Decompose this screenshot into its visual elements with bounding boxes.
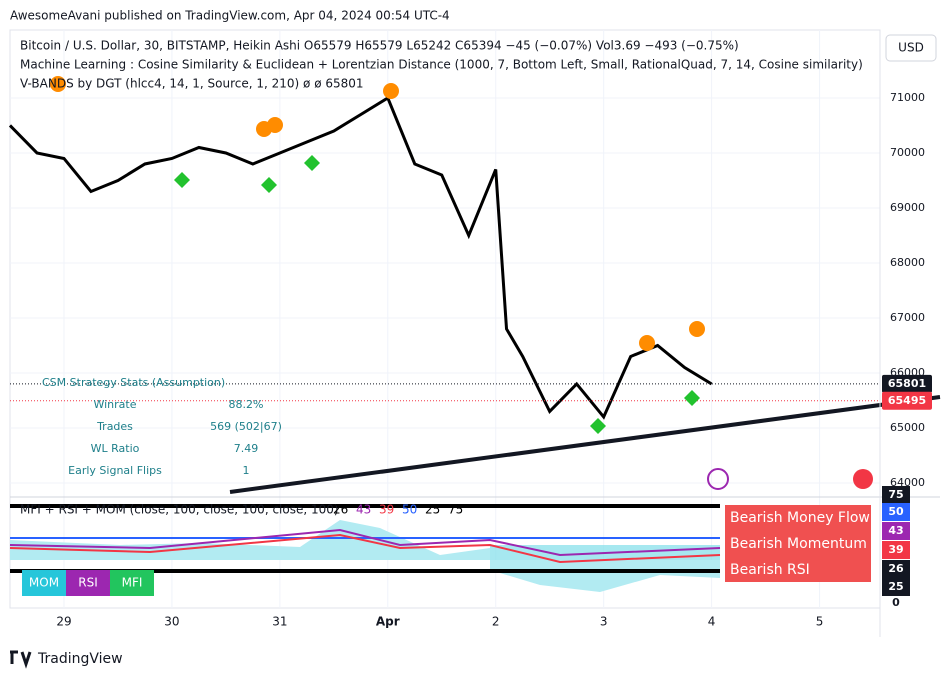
- sell-signal: [639, 335, 655, 351]
- mfi-line: [9, 533, 721, 564]
- stats-label: WL Ratio: [91, 442, 140, 455]
- stats-value: 7.49: [234, 442, 259, 455]
- rsi-line: [9, 528, 721, 557]
- time-tick-label: Apr: [376, 615, 400, 629]
- stats-value: 569 (502|67): [210, 420, 282, 433]
- osc-axis-label: 75: [888, 488, 903, 501]
- brand: TradingView: [37, 651, 123, 667]
- legend-line: Bitcoin / U.S. Dollar, 30, BITSTAMP, Hei…: [20, 39, 739, 53]
- osc-axis-label: 26: [888, 562, 904, 575]
- toggle-label[interactable]: RSI: [78, 576, 98, 590]
- price-box: [882, 391, 932, 410]
- price-line: [8, 95, 713, 420]
- toggle-button[interactable]: [66, 570, 110, 596]
- osc-axis-label: 25: [888, 580, 903, 593]
- price-box-label: 65801: [888, 377, 926, 390]
- stats-title: CSM Strategy Stats (Assumption): [42, 376, 225, 389]
- time-tick-label: 4: [708, 615, 716, 629]
- signal-label: Bearish RSI: [730, 562, 810, 578]
- osc-axis-box: [882, 486, 910, 504]
- osc-title: MFI + RSI + MOM (close, 100, close, 100,…: [20, 503, 339, 517]
- osc-axis-label: 43: [888, 524, 903, 537]
- stats-label: Early Signal Flips: [68, 464, 162, 477]
- time-tick-label: 31: [272, 615, 287, 629]
- plot: 65801 65495: [8, 95, 932, 420]
- sell-signal: [267, 117, 283, 133]
- osc-value: 25: [425, 503, 440, 517]
- stats-table: CSM Strategy Stats (Assumption) Winrate 8…: [42, 376, 282, 477]
- osc-axis-label: 0: [892, 596, 900, 609]
- toggle-label[interactable]: MFI: [122, 576, 143, 590]
- price-tick-label: 71000: [890, 91, 925, 104]
- price-tick-label: 69000: [890, 201, 925, 214]
- buttons: MOM RSI MFI: [22, 570, 154, 596]
- price-box-label: 65495: [888, 394, 926, 407]
- currency-label[interactable]: USD: [898, 41, 924, 55]
- currency-button[interactable]: [885, 34, 937, 62]
- osc-axis-box: [882, 503, 910, 521]
- toggle-button[interactable]: [22, 570, 66, 596]
- price-tick-label: 65000: [890, 421, 925, 434]
- sell-signal: [689, 321, 705, 337]
- price-tick-label: 70000: [890, 146, 925, 159]
- flag-icon: [853, 469, 873, 489]
- time-tick-label: 3: [600, 615, 608, 629]
- osc-legend: MFI + RSI + MOM (close, 100, close, 100,…: [20, 503, 463, 517]
- osc-value: 26: [333, 503, 348, 517]
- legend-line: Machine Learning : Cosine Similarity & E…: [20, 58, 863, 72]
- osc-axis-box: [882, 541, 910, 559]
- osc-axis-label: 50: [888, 505, 904, 518]
- trend-line: [229, 395, 941, 494]
- osc-value: 50: [402, 503, 417, 517]
- price-tick-label: 67000: [890, 311, 925, 324]
- time-tick-label: 29: [56, 615, 71, 629]
- osc-axis: 75 50 43 39 26 25 0: [882, 486, 910, 609]
- toggle-button[interactable]: [110, 570, 154, 596]
- osc-axis-box: [882, 578, 910, 596]
- osc-axis-label: 39: [888, 543, 903, 556]
- price-tick-label: 68000: [890, 256, 925, 269]
- stats-label: Winrate: [93, 398, 136, 411]
- stats-value: 1: [243, 464, 250, 477]
- signal-label: Bearish Money Flow: [730, 510, 870, 526]
- sell-signal: [50, 76, 66, 92]
- toggle-label[interactable]: MOM: [29, 576, 59, 590]
- price-box: [882, 374, 932, 393]
- published-line: AwesomeAvani published on TradingView.co…: [10, 9, 450, 23]
- osc-value: 39: [379, 503, 394, 517]
- osc-area: [10, 520, 720, 592]
- time-axis: 29 30 31 Apr 2 3 4 5: [56, 615, 823, 629]
- osc-value: 75: [448, 503, 463, 517]
- signal-box: [725, 505, 871, 582]
- signal-label: Bearish Momentum: [730, 536, 867, 552]
- osc-value: 43: [356, 503, 371, 517]
- time-tick-label: 2: [492, 615, 500, 629]
- osc-axis-box: [882, 560, 910, 578]
- stats-value: 88.2%: [229, 398, 264, 411]
- sell-signal: [383, 83, 399, 99]
- time-tick-label: 30: [164, 615, 179, 629]
- price-tick-label: 64000: [890, 476, 925, 489]
- brand-logo: [10, 650, 32, 669]
- time-tick-label: 5: [816, 615, 824, 629]
- osc-axis-box: [882, 522, 910, 540]
- alert-icon: [707, 468, 729, 490]
- legend-line: V-BANDS by DGT (hlcc4, 14, 1, Source, 1,…: [20, 77, 364, 91]
- signal-markers: [50, 76, 873, 490]
- stats-label: Trades: [96, 420, 133, 433]
- signals: Bearish Money Flow Bearish Momentum Bearis…: [725, 505, 871, 582]
